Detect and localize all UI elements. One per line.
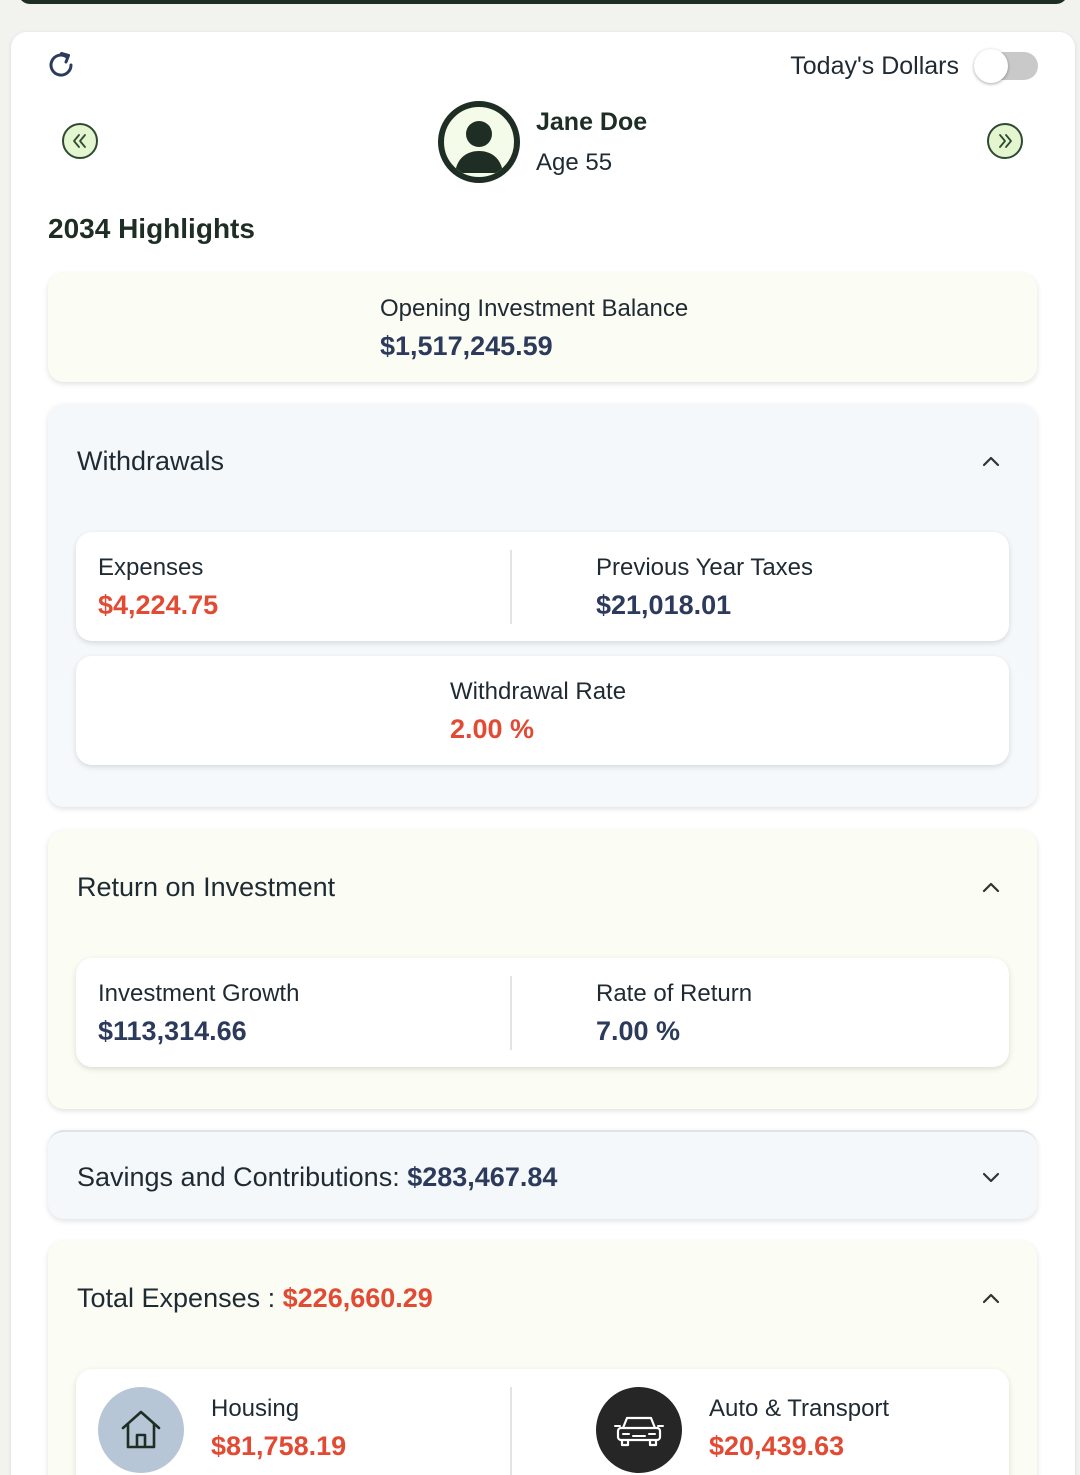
housing-label: Housing [211, 1395, 300, 1422]
withdrawal-rate-value: 2.00 % [450, 714, 535, 744]
total-expenses-title: Total Expenses : [77, 1283, 276, 1313]
chevron-up-icon[interactable] [980, 454, 1002, 468]
todays-dollars-toggle[interactable] [974, 49, 1038, 83]
house-icon [98, 1387, 184, 1473]
divider [510, 976, 512, 1050]
divider [510, 1387, 512, 1475]
investment-growth-value: $113,314.66 [98, 1016, 247, 1046]
total-expenses-value: $226,660.29 [282, 1283, 433, 1313]
withdrawals-title[interactable]: Withdrawals [77, 446, 225, 476]
previous-year-taxes-value: $21,018.01 [596, 590, 732, 620]
chevrons-left-icon [73, 134, 86, 148]
opening-balance-label: Opening Investment Balance [380, 295, 689, 322]
chevrons-right-icon [999, 134, 1012, 148]
total-expenses-card: Total Expenses : $226,660.29 Housing $81… [48, 1241, 1037, 1475]
savings-title: Savings and Contributions: [77, 1162, 400, 1192]
next-year-button[interactable] [987, 123, 1023, 159]
withdrawal-rate-label: Withdrawal Rate [450, 678, 627, 705]
opening-balance-card: Opening Investment Balance $1,517,245.59 [48, 273, 1037, 382]
housing-value: $81,758.19 [211, 1431, 347, 1461]
auto-transport-value: $20,439.63 [709, 1431, 845, 1461]
rate-of-return-label: Rate of Return [596, 980, 753, 1007]
total-expenses-heading[interactable]: Total Expenses : $226,660.29 [77, 1283, 433, 1314]
previous-year-button[interactable] [62, 123, 98, 159]
rate-of-return-value: 7.00 % [596, 1016, 681, 1046]
auto-transport-label: Auto & Transport [709, 1395, 890, 1422]
withdrawals-card: Withdrawals Expenses $4,224.75 Previous … [48, 404, 1037, 807]
housing-item: Housing $81,758.19 [211, 1395, 346, 1462]
chevron-up-icon[interactable] [980, 1291, 1002, 1305]
avatar [438, 101, 520, 183]
investment-growth-label: Investment Growth [98, 980, 300, 1007]
expenses-label: Expenses [98, 554, 204, 581]
roi-breakdown: Investment Growth $113,314.66 Rate of Re… [76, 958, 1009, 1067]
opening-balance-value: $1,517,245.59 [380, 331, 553, 361]
roi-card: Return on Investment Investment Growth $… [48, 830, 1037, 1109]
top-strip [18, 0, 1068, 4]
roi-title[interactable]: Return on Investment [77, 872, 336, 902]
toggle-knob [974, 49, 1008, 83]
withdrawals-breakdown: Expenses $4,224.75 Previous Year Taxes $… [76, 532, 1009, 641]
auto-transport-item: Auto & Transport $20,439.63 [709, 1395, 889, 1462]
user-icon [455, 121, 503, 173]
refresh-icon[interactable] [46, 50, 76, 80]
chevron-up-icon[interactable] [980, 880, 1002, 894]
user-age: Age 55 [536, 149, 613, 176]
divider [510, 550, 512, 624]
savings-heading[interactable]: Savings and Contributions: $283,467.84 [77, 1162, 557, 1193]
expenses-value: $4,224.75 [98, 590, 219, 620]
savings-card[interactable]: Savings and Contributions: $283,467.84 [48, 1130, 1037, 1219]
expense-categories: Housing $81,758.19 Auto & Transport $20,… [76, 1369, 1009, 1475]
previous-year-taxes-label: Previous Year Taxes [596, 554, 814, 581]
car-icon [596, 1387, 682, 1473]
user-name: Jane Doe [536, 108, 648, 136]
todays-dollars-label: Today's Dollars [790, 52, 959, 80]
savings-value: $283,467.84 [407, 1162, 558, 1192]
withdrawal-rate-box: Withdrawal Rate 2.00 % [76, 656, 1009, 765]
chevron-down-icon[interactable] [980, 1171, 1002, 1185]
page-title: 2034 Highlights [48, 213, 255, 244]
